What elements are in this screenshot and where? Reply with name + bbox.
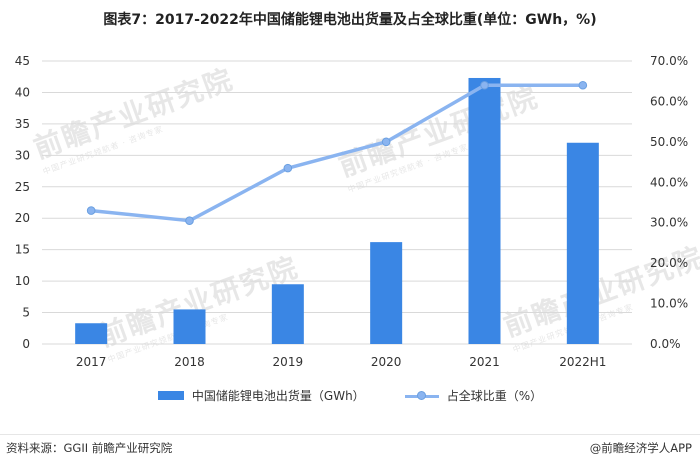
line-point xyxy=(480,80,489,90)
y-left-tick-label: 10 xyxy=(15,274,30,288)
y-left-tick-label: 15 xyxy=(15,243,30,257)
y-right-tick-label: 0.0% xyxy=(650,337,681,351)
x-tick-label: 2019 xyxy=(273,355,304,369)
y-left-tick-label: 5 xyxy=(22,306,30,320)
y-right-tick-label: 70.0% xyxy=(650,54,688,68)
line-point xyxy=(283,163,293,173)
y-right-tick-label: 20.0% xyxy=(650,256,688,270)
legend-bar-swatch xyxy=(157,391,184,400)
legend-label-shipments: 中国储能锂电池出货量（GWh） xyxy=(191,389,365,403)
y-left-tick-label: 20 xyxy=(15,211,30,225)
legend-item-shipments: 中国储能锂电池出货量（GWh） xyxy=(157,387,365,404)
credit-note: @前瞻经济学人APP xyxy=(589,441,692,455)
y-left-tick-label: 40 xyxy=(15,85,30,99)
line-point xyxy=(185,216,194,225)
y-left-tick-label: 35 xyxy=(15,117,30,131)
y-right-tick-label: 60.0% xyxy=(650,94,688,108)
line-point xyxy=(578,80,588,90)
share-line xyxy=(90,83,583,223)
x-tick-label: 2017 xyxy=(76,355,107,369)
y-right-tick-label: 10.0% xyxy=(650,297,688,311)
y-right-tick-label: 30.0% xyxy=(650,216,688,230)
bar xyxy=(468,77,501,344)
bar xyxy=(75,323,108,344)
footer: 资料来源：GGII 前瞻产业研究院 @前瞻经济学人APP xyxy=(0,434,700,457)
chart-title: 图表7：2017-2022年中国储能锂电池出货量及占全球比重(单位：GWh，%) xyxy=(103,12,597,28)
source-note: 资料来源：GGII 前瞻产业研究院 xyxy=(6,441,173,455)
line-point xyxy=(381,137,391,147)
x-tick-label: 2020 xyxy=(371,355,402,369)
chart-legend: 中国储能锂电池出货量（GWh） 占全球比重（%） xyxy=(0,387,700,404)
line-point xyxy=(86,206,96,215)
legend-item-share: 占全球比重（%） xyxy=(404,387,543,404)
y-left-tick-label: 30 xyxy=(15,148,30,162)
y-right-tick-label: 50.0% xyxy=(650,135,688,149)
legend-line-swatch xyxy=(404,390,439,401)
bar xyxy=(566,142,599,344)
x-tick-label: 2021 xyxy=(469,355,500,369)
y-right-tick-label: 40.0% xyxy=(650,175,688,189)
bar xyxy=(370,242,403,344)
y-left-tick-label: 25 xyxy=(15,180,30,194)
y-left-tick-label: 45 xyxy=(15,54,30,68)
legend-label-share: 占全球比重（%） xyxy=(446,389,543,403)
x-tick-label: 2022H1 xyxy=(559,355,606,369)
bar xyxy=(173,309,206,344)
bar xyxy=(271,284,304,344)
y-left-tick-label: 0 xyxy=(22,337,30,351)
combo-chart: 0 5 10 15 20 25 30 35 40 45 0.0% 10.0% 20.0% 30.0% 40.… xyxy=(15,54,688,369)
x-tick-label: 2018 xyxy=(174,355,205,369)
